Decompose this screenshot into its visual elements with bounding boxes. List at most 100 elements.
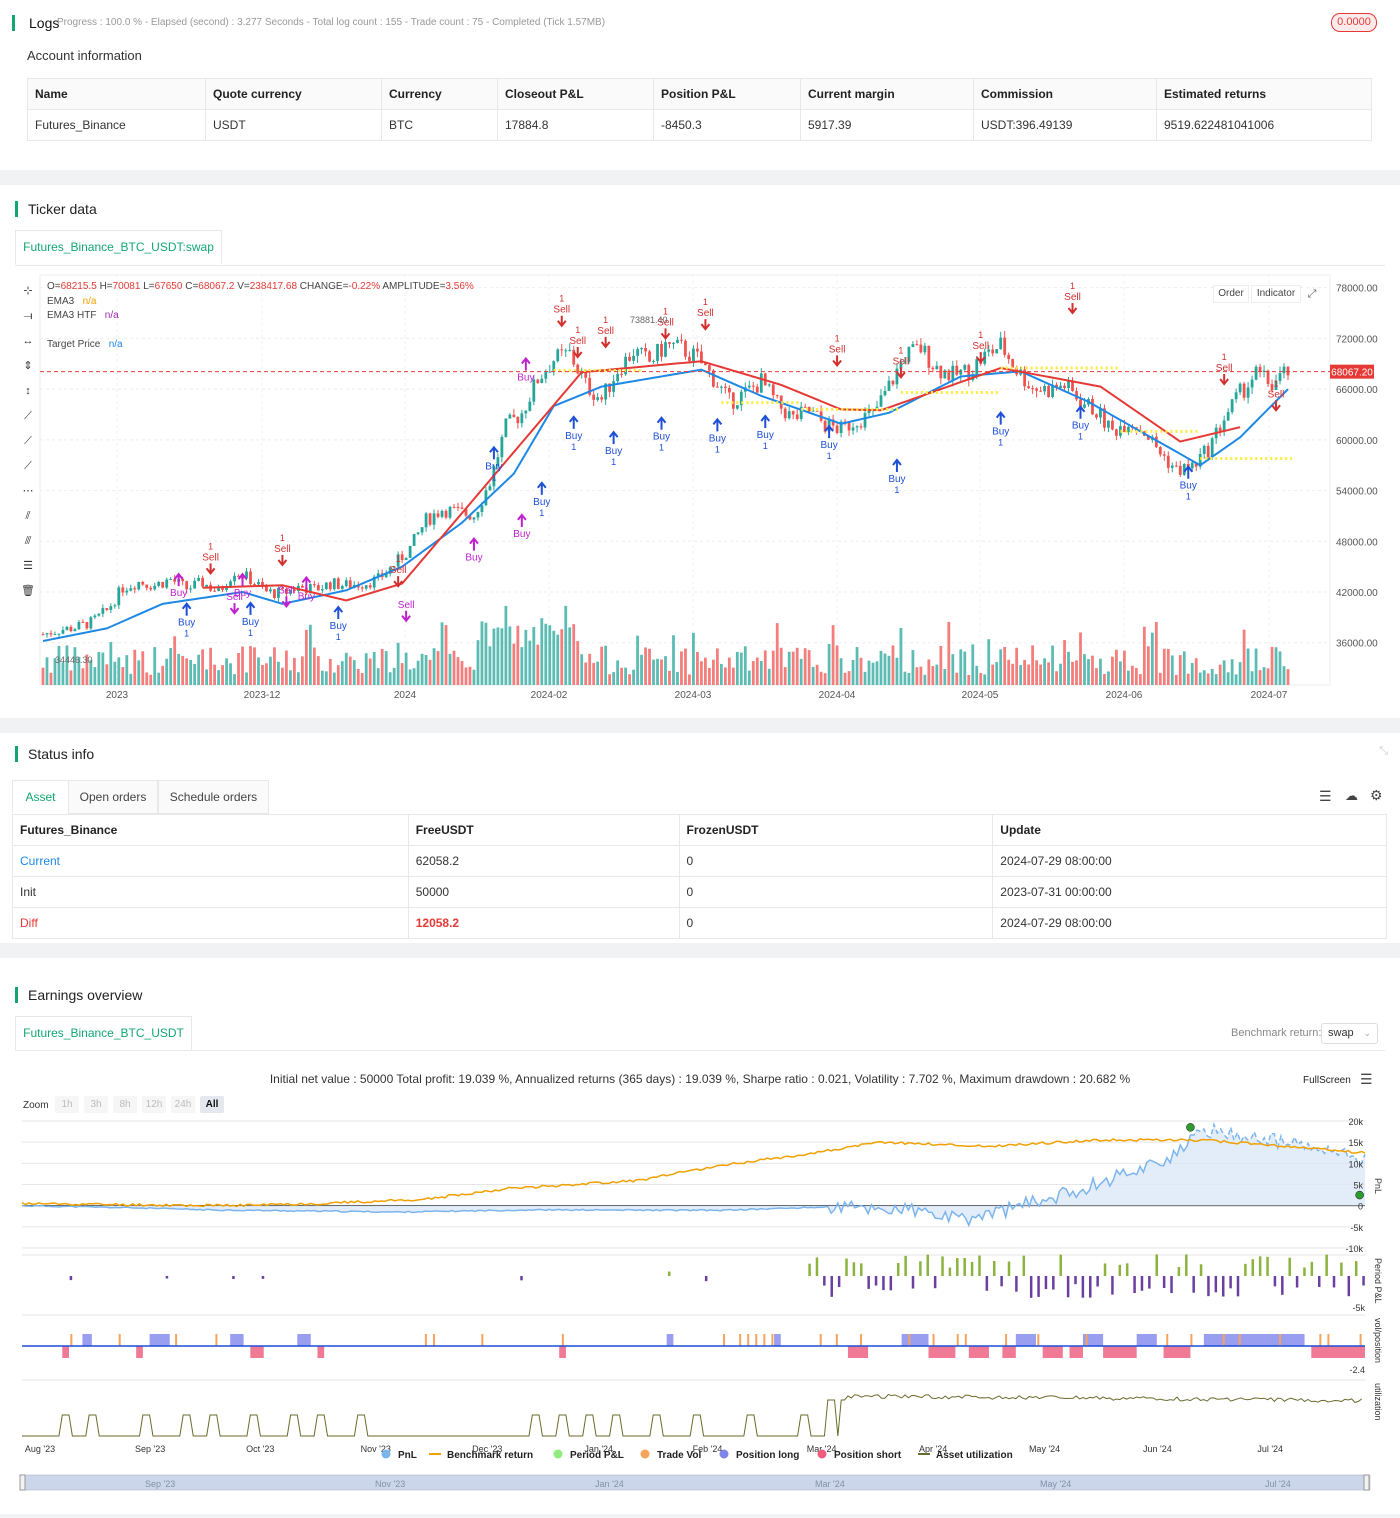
legend-target-price[interactable]: Target Price n/a (47, 339, 123, 350)
asset-cell: 0 (678, 845, 994, 877)
tab-open-orders[interactable]: Open orders (68, 780, 158, 814)
position-short-block (968, 1346, 989, 1358)
vertical-line-icon[interactable]: ↕ (25, 385, 31, 397)
volume-bar (516, 625, 520, 685)
legend-item[interactable]: Position long (719, 1449, 800, 1462)
candle-body (560, 349, 564, 351)
candle-body (1182, 463, 1186, 475)
trend-line-icon[interactable]: ⟋ (24, 410, 32, 422)
zoom-1h-button[interactable]: 1h (55, 1096, 79, 1113)
collapse-icon[interactable]: ⤡ (1379, 745, 1388, 757)
navigator-range[interactable] (19, 1474, 1371, 1491)
benchmark-select[interactable]: swap ⌄ (1321, 1023, 1378, 1044)
list-icon[interactable]: ☰ (1319, 788, 1332, 804)
legend-item[interactable]: Benchmark return (429, 1450, 533, 1461)
tab-schedule-orders[interactable]: Schedule orders (158, 780, 269, 814)
account-col-header: Closeout P&L (497, 78, 654, 110)
earnings-chart[interactable]: 20k 15k 10k 5k 0 -5k -10k -5k -2.4 Aug '23 Sep '23… (0, 1118, 1400, 1518)
settings-gear-icon[interactable]: ⚙ (1370, 787, 1383, 803)
ray-line-icon[interactable]: ⟋ (24, 435, 32, 447)
candle-body (592, 394, 596, 400)
candle-body (408, 545, 412, 558)
volume-bar (1019, 665, 1023, 685)
fullscreen-button[interactable]: FullScreen (1303, 1075, 1351, 1086)
horizontal-lines-icon[interactable]: ☰ (23, 560, 33, 572)
extended-line-icon[interactable]: ⟋ (24, 460, 32, 472)
navigator-handle-right[interactable] (1363, 1474, 1370, 1491)
period-pnl-bar (919, 1261, 922, 1276)
logs-status: Progress : 100.0 % - Elapsed (second) : … (57, 17, 606, 28)
expand-icon[interactable]: ⤢ (1307, 288, 1317, 300)
vertical-segment-icon[interactable]: ⇕ (23, 360, 33, 372)
candle-body (237, 575, 240, 577)
trade-vol-bar (956, 1334, 959, 1346)
volume-bar (500, 628, 504, 685)
zoom-24h-button[interactable]: 24h (171, 1096, 195, 1113)
zoom-all-button[interactable]: All (200, 1096, 224, 1113)
price-label-icon[interactable]: ⋯ (22, 485, 34, 497)
volume-bar (604, 645, 608, 685)
asset-cell[interactable]: Current (12, 845, 409, 877)
tab-earnings-symbol[interactable]: Futures_Binance_BTC_USDT (15, 1016, 192, 1051)
volume-bar (967, 674, 971, 685)
zoom-3h-button[interactable]: 3h (84, 1096, 108, 1113)
period-pnl-bar (882, 1276, 885, 1291)
candle-body (552, 361, 556, 372)
svg-text:Sell: Sell (202, 552, 219, 563)
candle-body (105, 608, 109, 610)
trash-icon[interactable]: 🗑 (21, 585, 35, 597)
candle-body (444, 510, 448, 518)
crosshair-tool-icon[interactable]: ⊹ (23, 285, 33, 297)
trade-vol-bar (908, 1334, 911, 1346)
period-pnl-bar (830, 1276, 833, 1297)
volume-bar (959, 649, 963, 685)
candle-body (652, 360, 655, 362)
volume-bar (1210, 668, 1214, 685)
tab-asset[interactable]: Asset (12, 780, 69, 814)
legend-item[interactable]: Asset utilization (918, 1450, 1013, 1461)
y-tick-label: 0 (1358, 1202, 1363, 1212)
zoom-12h-button[interactable]: 12h (142, 1096, 166, 1113)
svg-text:Buy: Buy (533, 497, 550, 508)
svg-text:Buy: Buy (709, 433, 726, 444)
zoom-8h-button[interactable]: 8h (113, 1096, 137, 1113)
parallel-channel-icon[interactable]: ⫽ (25, 510, 31, 522)
position-short-block (1042, 1346, 1063, 1358)
svg-text:Asset utilization: Asset utilization (936, 1450, 1013, 1461)
legend-item[interactable]: Trade Vol (640, 1449, 702, 1462)
candle-body (927, 345, 931, 368)
legend-item[interactable]: Period P&L (553, 1449, 624, 1462)
candle-body (464, 508, 468, 516)
svg-text:1: 1 (611, 457, 616, 467)
volume-bar (169, 648, 173, 685)
candle-body (1103, 408, 1106, 428)
legend-ema3[interactable]: EMA3 n/a (47, 296, 97, 307)
cloud-download-icon[interactable]: ☁ (1345, 788, 1358, 803)
volume-bar (919, 666, 923, 685)
trade-vol-bar (819, 1334, 822, 1346)
fib-icon[interactable]: ⫻ (24, 535, 32, 547)
y-tick-label: -10k (1345, 1244, 1363, 1254)
order-button[interactable]: Order (1213, 285, 1249, 303)
account-col-header: Commission (973, 78, 1157, 110)
legend-item[interactable]: Position short (817, 1449, 902, 1462)
horizontal-line-icon[interactable]: ↔ (22, 335, 34, 347)
legend-item[interactable]: PnL (381, 1449, 417, 1462)
volume-bar (296, 672, 300, 685)
volume-bar (165, 658, 169, 685)
candle-body (145, 584, 149, 588)
menu-icon[interactable]: ☰ (1360, 1071, 1373, 1087)
navigator-tick: Sep '23 (145, 1479, 175, 1489)
volume-bar (664, 656, 667, 685)
indicator-button[interactable]: Indicator (1251, 285, 1301, 303)
navigator-handle-left[interactable] (19, 1474, 26, 1491)
svg-text:1: 1 (336, 632, 341, 642)
candle-body (831, 419, 835, 426)
legend-ema3-htf[interactable]: EMA3 HTF n/a (47, 310, 119, 321)
volume-bar (1222, 660, 1226, 685)
horizontal-ray-icon[interactable]: ⟞ (23, 310, 33, 322)
tab-ticker-symbol[interactable]: Futures_Binance_BTC_USDT:swap (15, 230, 222, 265)
period-pnl-bar (1096, 1276, 1099, 1287)
